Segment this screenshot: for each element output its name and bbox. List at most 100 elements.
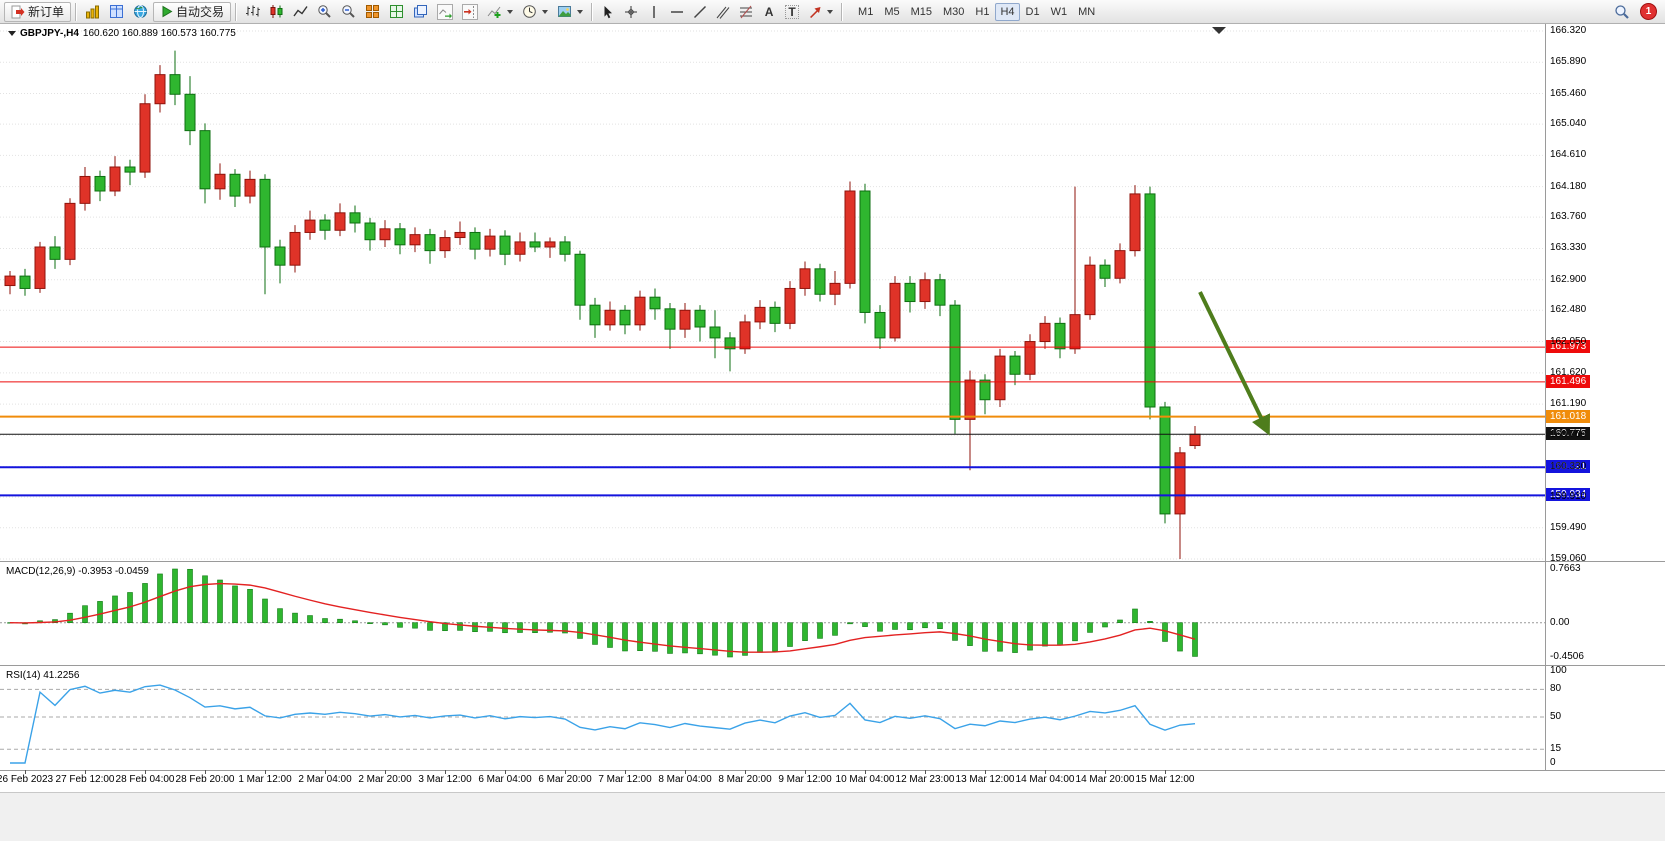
macd-histogram-bar bbox=[1102, 622, 1108, 628]
candle bbox=[484, 228, 496, 257]
macd-histogram-bar bbox=[292, 612, 298, 623]
data-window-button[interactable] bbox=[105, 2, 128, 22]
price-level-badge: 159.934 bbox=[1546, 488, 1591, 502]
pane-divider[interactable] bbox=[0, 665, 1665, 666]
clock-icon bbox=[522, 4, 537, 19]
periods-button[interactable] bbox=[518, 2, 552, 22]
macd-histogram-bar bbox=[427, 622, 433, 631]
text-tool-button[interactable]: A bbox=[758, 2, 780, 22]
candle bbox=[769, 301, 781, 333]
candle bbox=[439, 230, 451, 258]
macd-histogram-bar bbox=[412, 622, 418, 629]
axis-label: 165.460 bbox=[1550, 87, 1587, 99]
candlestick-chart-button[interactable] bbox=[265, 2, 288, 22]
time-axis-tick bbox=[925, 770, 926, 774]
candle bbox=[424, 228, 436, 264]
macd-histogram-bar bbox=[1087, 622, 1093, 633]
timeframe-button-m30[interactable]: M30 bbox=[943, 5, 965, 18]
timeframe-button-h4[interactable]: H4 bbox=[995, 2, 1020, 21]
fibonacci-tool-button[interactable] bbox=[735, 2, 757, 22]
channel-tool-button[interactable] bbox=[712, 2, 734, 22]
chart-shift-button[interactable] bbox=[458, 2, 482, 22]
channel-icon bbox=[716, 5, 730, 19]
time-axis-tick bbox=[445, 770, 446, 774]
trendline-tool-button[interactable] bbox=[689, 2, 711, 22]
trend-arrow-annotation[interactable] bbox=[1198, 291, 1271, 436]
timeframe-button-h1[interactable]: H1 bbox=[975, 5, 990, 18]
arrows-tool-button[interactable] bbox=[804, 2, 837, 22]
candle bbox=[64, 198, 76, 266]
macd-histogram-bar bbox=[1132, 608, 1138, 623]
macd-histogram-bar bbox=[307, 615, 313, 623]
axis-label: 80 bbox=[1550, 683, 1562, 695]
macd-histogram-bar bbox=[532, 622, 538, 634]
candle bbox=[1099, 259, 1111, 287]
notification-badge[interactable]: 1 bbox=[1640, 3, 1657, 20]
time-axis-tick bbox=[265, 770, 266, 774]
horizontal-line-tool-button[interactable] bbox=[666, 2, 688, 22]
candle bbox=[634, 290, 646, 331]
toolbar-separator bbox=[235, 2, 238, 21]
cascade-windows-button[interactable] bbox=[409, 2, 432, 22]
notification-count: 1 bbox=[1645, 6, 1652, 17]
macd-histogram-bar bbox=[562, 622, 568, 634]
vertical-line-tool-button[interactable] bbox=[643, 2, 665, 22]
macd-histogram-bar bbox=[232, 585, 238, 623]
time-axis-label: 8 Mar 20:00 bbox=[718, 774, 772, 785]
macd-histogram-bar bbox=[622, 622, 628, 652]
chart-shift-marker[interactable] bbox=[1212, 27, 1226, 34]
macd-indicator-pane[interactable] bbox=[0, 561, 1545, 665]
time-axis-label: 12 Mar 23:00 bbox=[895, 774, 955, 785]
line-chart-button[interactable] bbox=[289, 2, 312, 22]
autotrading-play-icon bbox=[160, 5, 173, 18]
main-price-chart[interactable] bbox=[0, 24, 1545, 561]
candle bbox=[1159, 401, 1171, 524]
text-label-tool-icon: T bbox=[785, 4, 799, 19]
tile-grid-icon bbox=[389, 4, 404, 19]
axis-label: 161.620 bbox=[1550, 366, 1587, 378]
axis-label: 160.760 bbox=[1550, 429, 1587, 441]
tile-windows-button[interactable] bbox=[361, 2, 384, 22]
templates-button[interactable] bbox=[553, 2, 587, 22]
time-axis-tick bbox=[205, 770, 206, 774]
zoom-out-button[interactable] bbox=[337, 2, 360, 22]
autotrading-label: 自动交易 bbox=[176, 5, 225, 19]
timeframe-button-m1[interactable]: M1 bbox=[858, 5, 874, 18]
zoom-in-button[interactable] bbox=[313, 2, 336, 22]
new-order-button[interactable]: 新订单 bbox=[4, 1, 72, 22]
timeframe-button-m15[interactable]: M15 bbox=[910, 5, 932, 18]
cursor-tool-button[interactable] bbox=[597, 2, 619, 22]
bar-chart-button[interactable] bbox=[241, 2, 264, 22]
vertical-line-icon bbox=[648, 5, 660, 19]
pane-divider[interactable] bbox=[0, 561, 1665, 562]
tile-grid-button[interactable] bbox=[385, 2, 408, 22]
text-label-tool-button[interactable]: T bbox=[781, 2, 803, 22]
candle bbox=[529, 232, 541, 253]
macd-histogram-bar bbox=[1072, 622, 1078, 642]
timeframe-button-w1[interactable]: W1 bbox=[1050, 5, 1068, 18]
text-tool-icon: A bbox=[764, 4, 774, 19]
macd-histogram-bar bbox=[577, 622, 583, 639]
web-community-button[interactable] bbox=[129, 2, 152, 22]
time-axis-label: 8 Mar 04:00 bbox=[658, 774, 712, 785]
rsi-indicator-pane[interactable] bbox=[0, 665, 1545, 770]
candle bbox=[34, 241, 46, 293]
auto-scroll-button[interactable] bbox=[433, 2, 457, 22]
candle bbox=[1174, 447, 1186, 559]
autotrading-button[interactable]: 自动交易 bbox=[153, 1, 232, 22]
crosshair-tool-button[interactable] bbox=[620, 2, 642, 22]
candle bbox=[259, 174, 271, 295]
indicators-button[interactable] bbox=[483, 2, 517, 22]
symbol-dropdown-icon[interactable] bbox=[8, 31, 16, 36]
market-watch-button[interactable] bbox=[81, 2, 104, 22]
timeframe-button-d1[interactable]: D1 bbox=[1025, 5, 1040, 18]
macd-histogram-bar bbox=[727, 622, 733, 658]
macd-histogram-bar bbox=[382, 622, 388, 626]
timeframe-button-m5[interactable]: M5 bbox=[884, 5, 900, 18]
timeframe-button-mn[interactable]: MN bbox=[1078, 5, 1096, 18]
symbol-search-button[interactable] bbox=[1610, 2, 1634, 22]
macd-histogram-bar bbox=[202, 575, 208, 623]
macd-histogram-bar bbox=[712, 622, 718, 656]
time-axis-label: 9 Mar 12:00 bbox=[778, 774, 832, 785]
market-watch-icon bbox=[85, 4, 100, 19]
